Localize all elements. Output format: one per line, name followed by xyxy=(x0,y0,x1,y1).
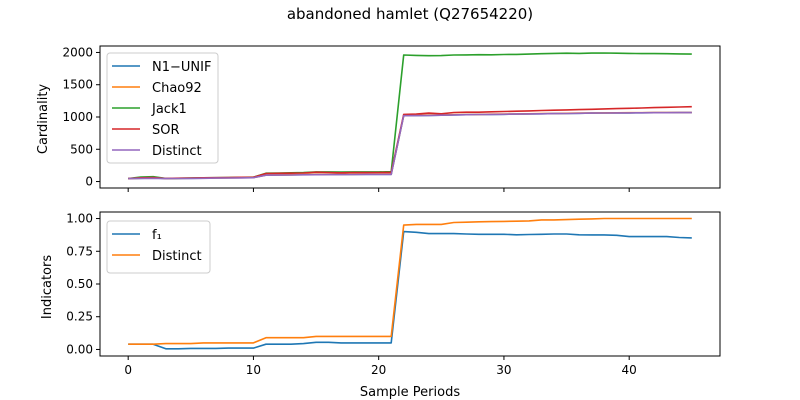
cardinality-series-line-4 xyxy=(128,111,692,180)
cardinality-legend-label: Jack1 xyxy=(151,102,187,117)
indicators-y-tick-label: 0.75 xyxy=(66,244,93,258)
indicators-x-tick-label: 40 xyxy=(622,363,637,377)
indicators-y-tick-label: 0.25 xyxy=(66,310,93,324)
indicators-x-tick-label: 30 xyxy=(496,363,511,377)
cardinality-legend-label: SOR xyxy=(152,123,180,138)
indicators-x-tick-label: 20 xyxy=(371,363,386,377)
indicators-panel: Indicators 0.00 0.25 0.50 0.75 1.00 0 10 20 30 40… xyxy=(40,211,721,377)
indicators-legend-label: f₁ xyxy=(152,228,162,243)
cardinality-legend-label: N1−UNIF xyxy=(152,60,211,75)
figure-title: abandoned hamlet (Q27654220) xyxy=(287,5,533,23)
cardinality-y-tick-label: 1500 xyxy=(62,78,93,92)
y-axis-label-cardinality: Cardinality xyxy=(36,84,51,155)
indicators-y-tick-label: 0.50 xyxy=(66,277,93,291)
cardinality-legend xyxy=(106,52,219,164)
indicators-y-tick-label: 0.00 xyxy=(66,342,93,356)
indicators-series-line-0 xyxy=(128,230,692,350)
y-axis-label-indicators: Indicators xyxy=(40,255,55,319)
indicators-x-tick-label: 10 xyxy=(246,363,261,377)
cardinality-y-tick-label: 0 xyxy=(85,175,93,189)
cardinality-y-tick-label: 500 xyxy=(70,142,93,156)
cardinality-legend-label: Distinct xyxy=(152,144,202,159)
indicators-legend-label: Distinct xyxy=(152,249,202,264)
cardinality-y-tick-label: 2000 xyxy=(62,45,93,59)
cardinality-panel: Cardinality 0 500 1000 1500 2000 N1−UNIF Chao9… xyxy=(36,45,721,192)
indicators-y-tick-label: 1.00 xyxy=(66,212,93,226)
x-axis-label: Sample Periods xyxy=(360,385,460,400)
cardinality-legend-label: Chao92 xyxy=(152,81,202,96)
cardinality-y-tick-label: 1000 xyxy=(62,110,93,124)
indicators-x-tick-label: 0 xyxy=(124,363,132,377)
indicators-series-line-1 xyxy=(128,217,692,346)
